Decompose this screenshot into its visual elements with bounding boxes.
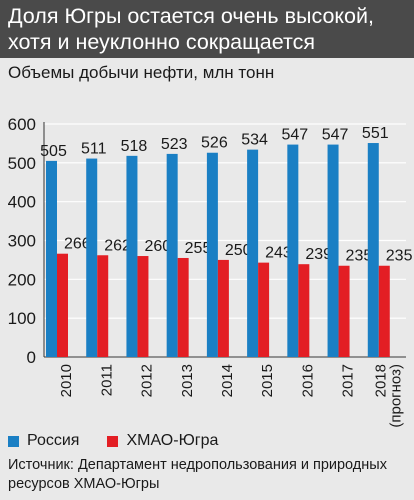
y-tick-label: 600 xyxy=(8,115,36,134)
x-tick-label: (прогноз) xyxy=(387,364,404,428)
y-tick-label: 300 xyxy=(8,232,36,251)
bar-russia xyxy=(287,144,299,357)
bar-russia xyxy=(327,144,339,357)
legend-item-russia: Россия xyxy=(8,432,79,450)
title-line-1: Доля Югры остается очень высокой, xyxy=(8,4,374,28)
legend-item-khmao: ХМАО-Югра xyxy=(107,432,218,450)
y-tick-label: 100 xyxy=(8,309,36,328)
legend-label-russia: Россия xyxy=(27,432,80,449)
x-tick-label: 2017 xyxy=(340,364,357,397)
data-label-khmao: 235 xyxy=(386,248,413,265)
bar-russia xyxy=(126,155,138,357)
data-label-russia: 523 xyxy=(161,136,188,153)
data-label-khmao: 235 xyxy=(346,248,373,265)
y-tick-label: 200 xyxy=(8,270,36,289)
bar-khmao xyxy=(57,253,68,357)
x-tick-label: 2011 xyxy=(98,364,115,396)
data-label-khmao: 239 xyxy=(305,246,332,263)
data-label-khmao: 243 xyxy=(265,245,292,262)
data-label-khmao: 262 xyxy=(104,237,131,254)
bar-khmao xyxy=(258,262,270,357)
data-label-khmao: 266 xyxy=(64,236,91,253)
bar-khmao xyxy=(97,255,109,357)
x-tick-label: 2018 xyxy=(372,364,389,397)
bar-khmao xyxy=(298,264,310,357)
data-label-russia: 526 xyxy=(201,135,228,152)
x-tick-label: 2015 xyxy=(259,364,276,397)
bar-russia xyxy=(46,160,57,357)
legend-label-khmao: ХМАО-Югра xyxy=(126,432,219,449)
bar-khmao xyxy=(378,265,390,357)
bar-khmao xyxy=(338,265,350,357)
bar-khmao xyxy=(177,257,189,357)
data-label-russia: 551 xyxy=(362,125,389,142)
data-label-khmao: 260 xyxy=(144,238,171,255)
x-tick-label: 2012 xyxy=(139,364,156,397)
legend: Россия ХМАО-Югра xyxy=(8,430,246,452)
bar-russia xyxy=(367,143,379,357)
bar-russia xyxy=(166,153,178,357)
data-label-khmao: 250 xyxy=(225,242,252,259)
x-tick-label: 2013 xyxy=(179,364,196,397)
data-label-russia: 547 xyxy=(281,127,308,144)
data-label-russia: 505 xyxy=(40,143,67,160)
bar-russia xyxy=(206,152,218,357)
chart-header: Доля Югры остается очень высокой, хотя и… xyxy=(0,0,414,58)
chart-subtitle: Объемы добычи нефти, млн тонн xyxy=(8,63,275,82)
y-tick-label: 400 xyxy=(8,193,36,212)
data-label-russia: 547 xyxy=(322,127,349,144)
x-tick-label: 2010 xyxy=(58,364,75,397)
legend-swatch-russia xyxy=(8,435,19,447)
bar-russia xyxy=(247,149,259,357)
bar-khmao xyxy=(217,259,229,357)
data-label-russia: 511 xyxy=(81,141,107,158)
title-line-2: хотя и неуклонно сокращается xyxy=(8,30,316,54)
data-label-russia: 518 xyxy=(121,138,148,155)
source-note: Источник: Департамент недропользования и… xyxy=(8,457,387,492)
bar-russia xyxy=(86,158,98,357)
y-tick-label: 500 xyxy=(8,154,36,173)
legend-swatch-khmao xyxy=(107,435,119,447)
x-tick-label: 2014 xyxy=(219,364,236,397)
bar-khmao xyxy=(137,256,149,357)
data-label-russia: 534 xyxy=(241,132,268,149)
x-tick-label: 2016 xyxy=(299,364,316,397)
data-label-khmao: 255 xyxy=(185,240,212,257)
y-tick-label: 0 xyxy=(27,348,36,367)
